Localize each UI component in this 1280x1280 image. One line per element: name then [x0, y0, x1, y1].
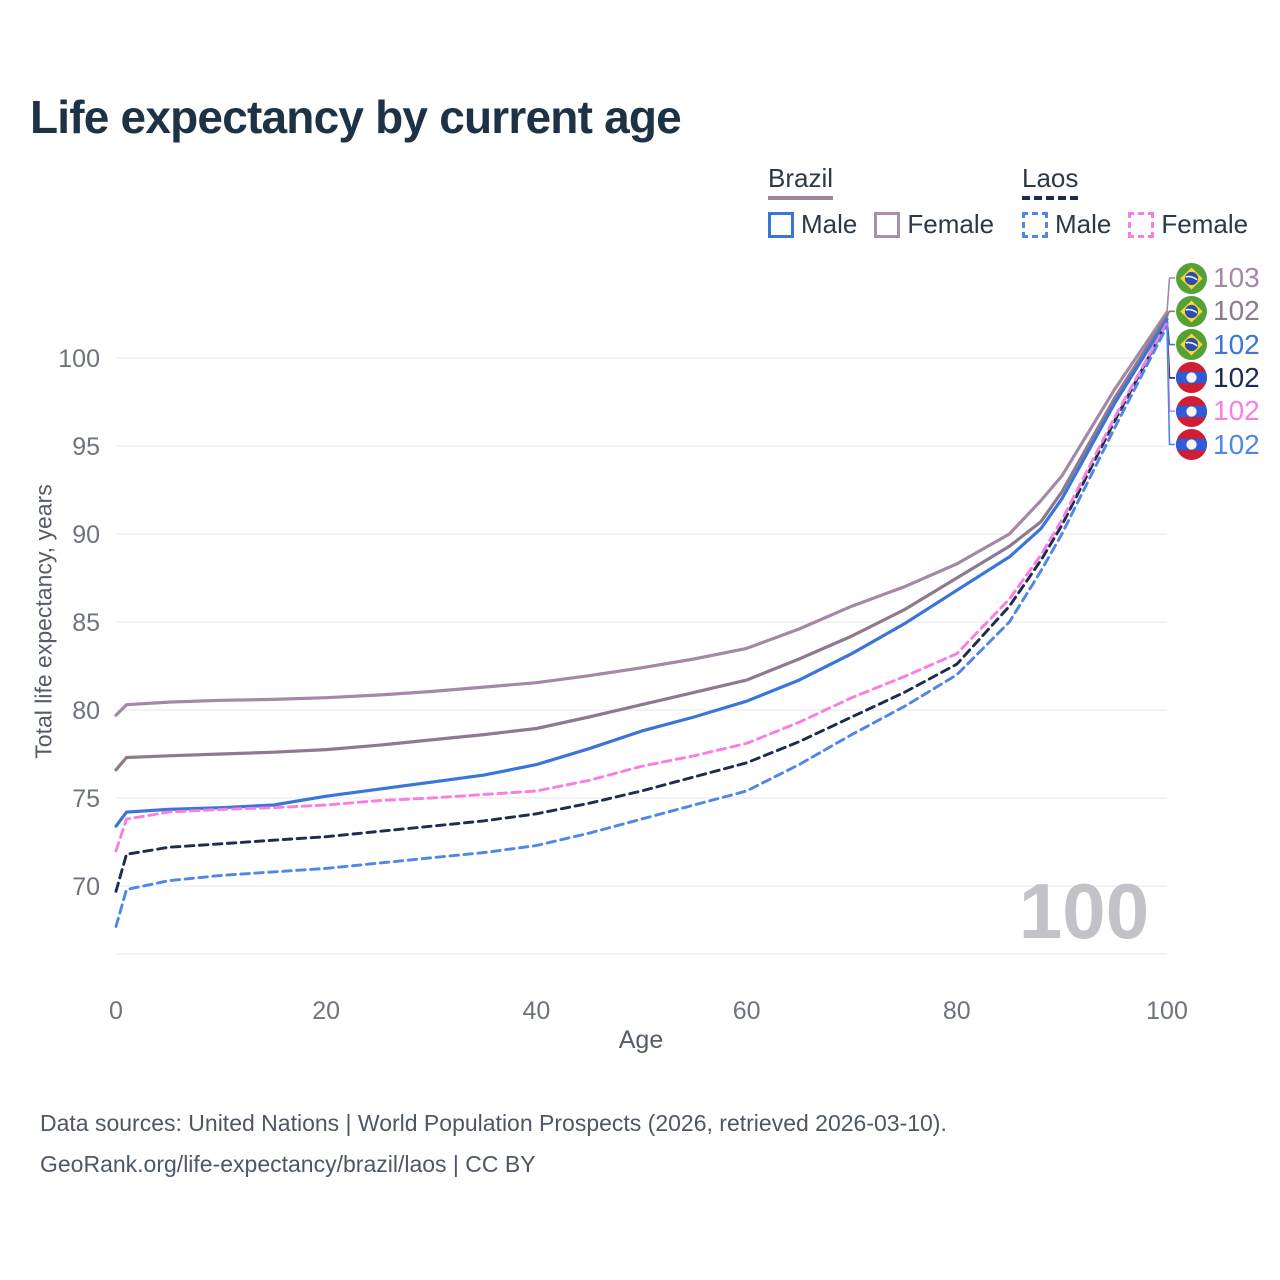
- y-axis-title: Total life expectancy, years: [30, 484, 57, 759]
- footer: Data sources: United Nations | World Pop…: [40, 1103, 947, 1185]
- y-tick-label: 90: [72, 521, 100, 549]
- end-label-connector: [1166, 326, 1175, 446]
- legend-group-laos[interactable]: Laos Male Female: [1022, 163, 1248, 240]
- x-tick-label: 80: [943, 997, 971, 1025]
- legend-swatch: [1128, 211, 1155, 238]
- legend-country-underline[interactable]: Laos: [1022, 163, 1079, 200]
- x-tick-label: 0: [109, 997, 123, 1025]
- y-tick-label: 95: [72, 433, 100, 461]
- brazil-flag-icon: [1176, 329, 1207, 361]
- legend-swatch: [874, 211, 901, 238]
- end-label-value: 102: [1213, 428, 1260, 460]
- y-tick-label: 100: [58, 345, 100, 373]
- legend-item-brazil-female[interactable]: Female: [874, 209, 994, 240]
- end-label-value: 102: [1213, 328, 1260, 360]
- end-label-connector: [1166, 310, 1175, 317]
- y-tick-label: 70: [72, 873, 100, 901]
- end-label-value: 103: [1213, 262, 1260, 293]
- end-label-laos-both: 102: [1176, 361, 1260, 394]
- legend-swatch: [768, 211, 794, 238]
- x-tick-label: 20: [312, 997, 340, 1025]
- x-tick-label: 100: [1146, 997, 1188, 1025]
- legend-item-laos-female[interactable]: Female: [1128, 209, 1248, 240]
- laos-flag-icon: [1176, 429, 1207, 460]
- legend-item-label: Male: [801, 209, 858, 239]
- end-label-value: 102: [1213, 295, 1260, 327]
- legend-item-brazil-male[interactable]: Male: [768, 209, 857, 240]
- end-label-brazil-female: 103: [1176, 262, 1260, 294]
- brazil-flag-icon: [1176, 295, 1207, 327]
- series-line-laos-both: [114, 321, 1169, 893]
- series-line-brazil-female: [114, 310, 1169, 717]
- legend-group-brazil[interactable]: Brazil Male Female: [768, 163, 994, 240]
- end-label-brazil-both: 102: [1176, 295, 1260, 327]
- legend-row: Male Female: [1022, 209, 1248, 240]
- footer-data-sources: Data sources: United Nations | World Pop…: [40, 1110, 947, 1136]
- page-title: Life expectancy by current age: [30, 91, 682, 143]
- legend-swatch: [1022, 211, 1048, 238]
- legend-item-label: Female: [1161, 209, 1249, 239]
- y-tick-label: 75: [72, 785, 100, 813]
- end-label-brazil-male: 102: [1176, 328, 1260, 361]
- legend-item-label: Female: [907, 209, 995, 239]
- laos-flag-icon: [1176, 395, 1207, 427]
- legend-item-laos-male[interactable]: Male: [1022, 209, 1111, 240]
- legend-country-underline[interactable]: Brazil: [768, 163, 834, 200]
- legend-item-label: Male: [1055, 209, 1112, 239]
- series-line-brazil-both: [114, 314, 1169, 772]
- y-tick-label: 80: [72, 697, 100, 725]
- end-label-value: 102: [1213, 361, 1260, 393]
- brazil-flag-icon: [1176, 262, 1207, 294]
- x-axis-title: Age: [618, 1026, 664, 1054]
- end-label-laos-female: 102: [1176, 395, 1260, 427]
- series-line-laos-female: [114, 321, 1169, 853]
- x-tick-label: 40: [522, 997, 550, 1025]
- legend-row: Male Female: [768, 209, 994, 240]
- series-line-laos-male: [114, 324, 1169, 928]
- end-label-value: 102: [1213, 395, 1260, 427]
- end-label-laos-male: 102: [1176, 429, 1260, 460]
- footer-attribution: GeoRank.org/life-expectancy/brazil/laos …: [40, 1151, 536, 1177]
- series-line-brazil-male: [114, 317, 1169, 828]
- laos-flag-icon: [1176, 362, 1207, 394]
- end-label-connector: [1166, 277, 1175, 313]
- hovered-age-watermark: 100: [1018, 867, 1150, 955]
- y-tick-label: 85: [72, 609, 100, 637]
- x-tick-label: 60: [733, 997, 761, 1025]
